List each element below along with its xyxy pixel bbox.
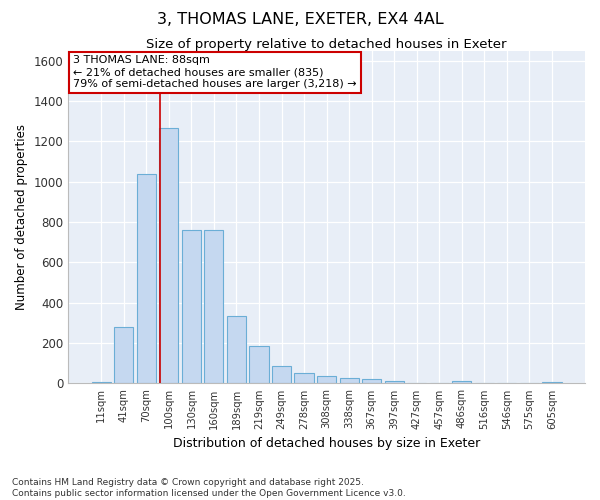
Title: Size of property relative to detached houses in Exeter: Size of property relative to detached ho… xyxy=(146,38,507,51)
Bar xyxy=(317,376,336,384)
Bar xyxy=(272,366,291,384)
Bar xyxy=(340,378,359,384)
Bar xyxy=(114,327,133,384)
Text: 3, THOMAS LANE, EXETER, EX4 4AL: 3, THOMAS LANE, EXETER, EX4 4AL xyxy=(157,12,443,28)
Bar xyxy=(362,380,381,384)
Bar xyxy=(250,346,269,384)
Bar xyxy=(205,230,223,384)
Bar xyxy=(295,373,314,384)
Bar xyxy=(452,381,472,384)
X-axis label: Distribution of detached houses by size in Exeter: Distribution of detached houses by size … xyxy=(173,437,480,450)
Bar xyxy=(137,174,156,384)
Y-axis label: Number of detached properties: Number of detached properties xyxy=(15,124,28,310)
Bar xyxy=(159,128,178,384)
Bar xyxy=(182,230,201,384)
Bar xyxy=(92,382,111,384)
Bar xyxy=(385,381,404,384)
Text: Contains HM Land Registry data © Crown copyright and database right 2025.
Contai: Contains HM Land Registry data © Crown c… xyxy=(12,478,406,498)
Text: 3 THOMAS LANE: 88sqm
← 21% of detached houses are smaller (835)
79% of semi-deta: 3 THOMAS LANE: 88sqm ← 21% of detached h… xyxy=(73,56,357,88)
Bar xyxy=(227,316,246,384)
Bar xyxy=(542,382,562,384)
